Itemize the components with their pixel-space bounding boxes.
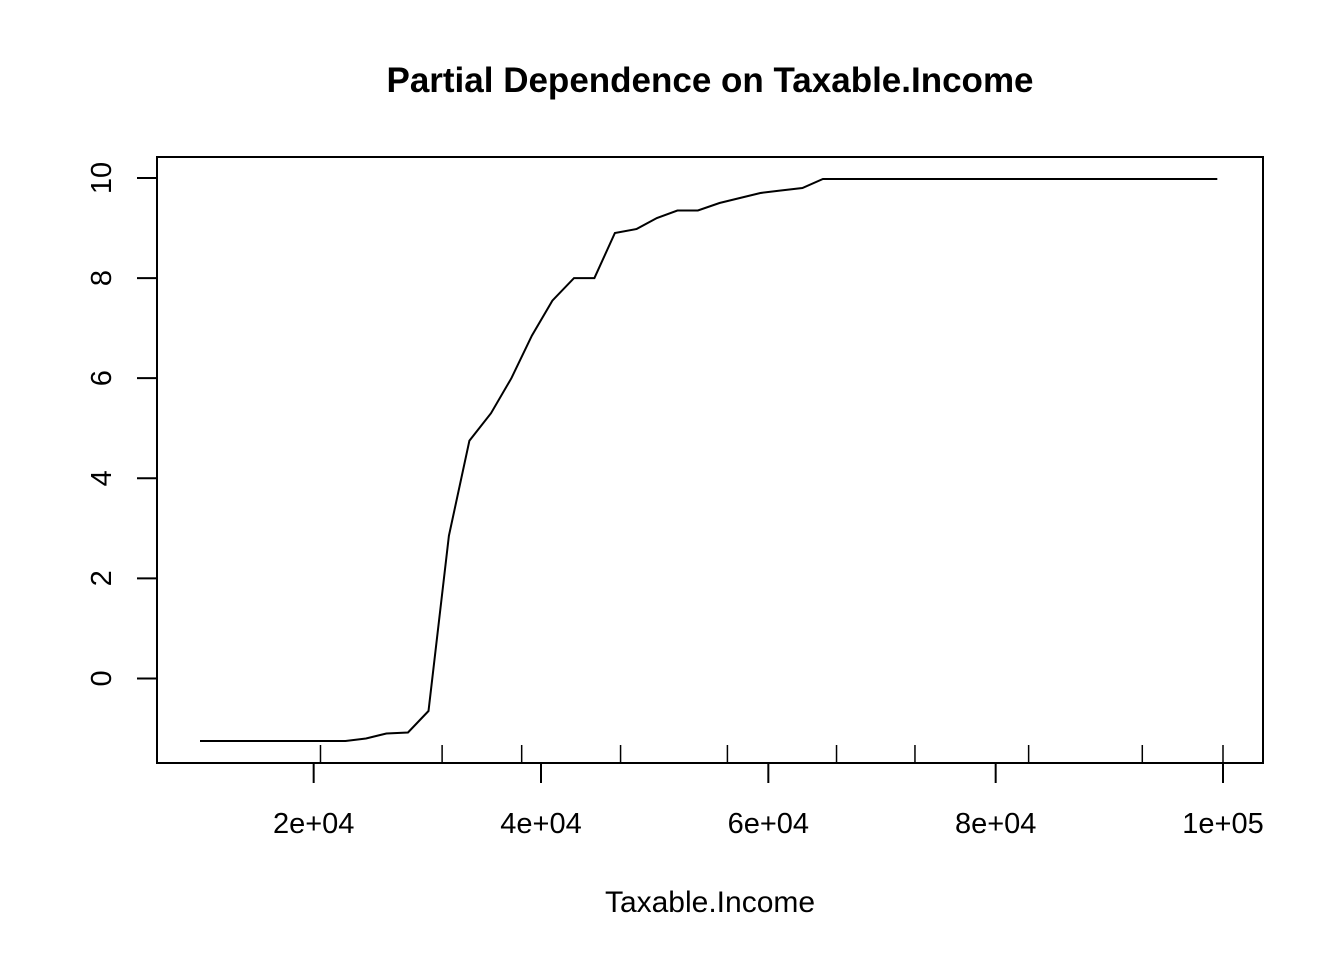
y-tick-label: 0 xyxy=(86,670,118,686)
x-tick-label: 6e+04 xyxy=(728,808,809,840)
plot-frame xyxy=(156,156,1264,764)
chart-title: Partial Dependence on Taxable.Income xyxy=(386,61,1033,100)
y-tick-label: 8 xyxy=(86,270,118,286)
rug-layer xyxy=(319,745,1224,763)
x-tick-label: 4e+04 xyxy=(500,808,581,840)
x-tick-label: 2e+04 xyxy=(273,808,354,840)
y-axis: 0 2 4 6 8 10 xyxy=(86,162,158,687)
line-layer xyxy=(200,178,1218,742)
y-tick-label: 2 xyxy=(86,570,118,586)
y-tick-label: 10 xyxy=(86,162,118,194)
series-line-0 xyxy=(200,178,1218,742)
y-tick-label: 4 xyxy=(86,470,118,486)
x-axis-label: Taxable.Income xyxy=(605,886,815,919)
x-tick-label: 1e+05 xyxy=(1182,808,1263,840)
y-tick-label: 6 xyxy=(86,370,118,386)
x-tick-label: 8e+04 xyxy=(955,808,1036,840)
x-axis: 2e+04 4e+04 6e+04 8e+04 1e+05 xyxy=(273,762,1264,840)
